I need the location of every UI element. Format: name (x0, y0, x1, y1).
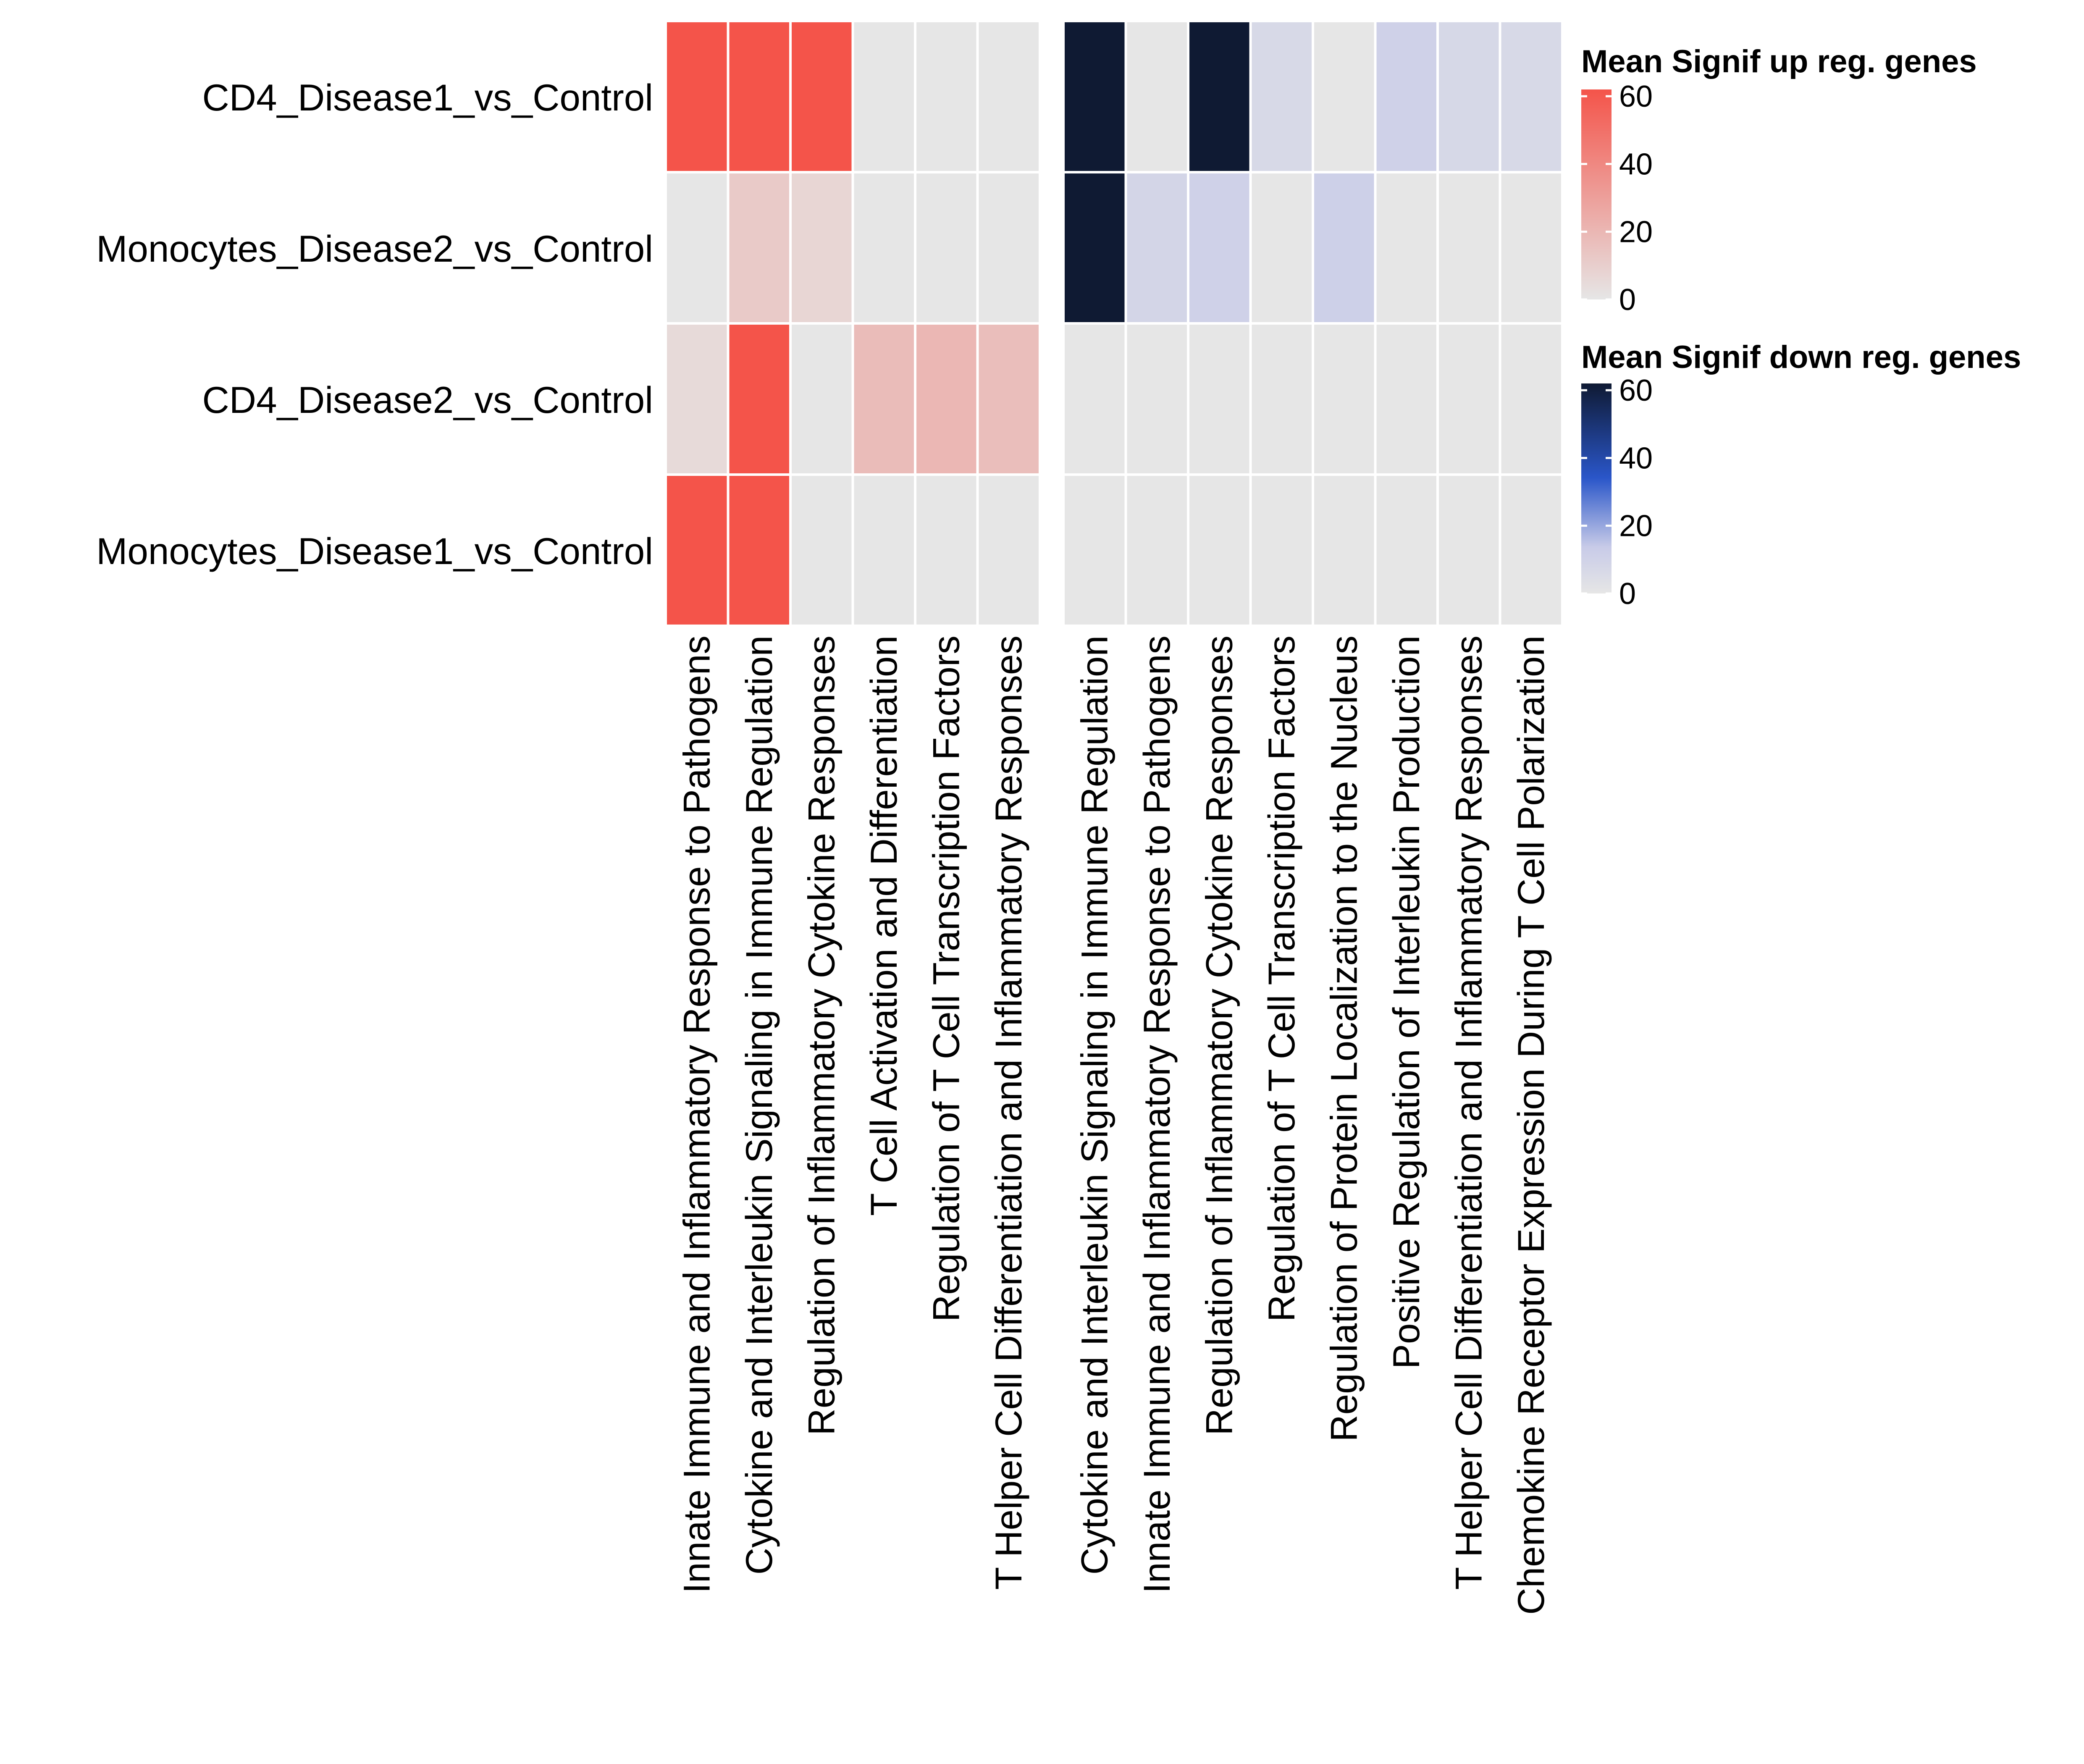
row-label: Monocytes_Disease2_vs_Control (96, 228, 653, 270)
heatmap-cell (851, 171, 916, 325)
heatmap-cell (1436, 20, 1501, 173)
heatmap-cell (1124, 20, 1189, 173)
heatmap-cell (1124, 473, 1189, 627)
heatmap-cell (1249, 473, 1314, 627)
legend-colorbar (1581, 89, 1612, 299)
column-label: Regulation of T Cell Transcription Facto… (925, 635, 967, 1322)
heatmap-cell (1436, 171, 1501, 325)
heatmap-cell (1124, 322, 1189, 476)
heatmap-cell (1062, 473, 1127, 627)
heatmap-cell (789, 473, 854, 627)
column-label: Regulation of Protein Localization to th… (1323, 635, 1365, 1442)
heatmap-cell (789, 171, 854, 325)
heatmap-cell (1374, 20, 1439, 173)
heatmap-cell (1374, 473, 1439, 627)
heatmap-cell (664, 171, 730, 325)
legend-ticks: 60 40 20 0 (1581, 374, 1653, 611)
heatmap-cell (1499, 473, 1564, 627)
heatmap-cell (976, 20, 1041, 173)
legend-tick-label: 40 (1619, 147, 1653, 181)
legend-down-regulated: Mean Signif down reg. genes 60 40 20 0 (1581, 339, 2021, 611)
heatmap-cell (664, 473, 730, 627)
column-label: Chemokine Receptor Expression During T C… (1510, 635, 1552, 1615)
row-label: CD4_Disease2_vs_Control (202, 379, 653, 421)
heatmap-cell (1124, 171, 1189, 325)
legend-title: Mean Signif down reg. genes (1581, 339, 2021, 375)
heatmap-cell (1312, 322, 1377, 476)
heatmap-cell (1187, 322, 1252, 476)
down-column-labels: Cytokine and Interleukin Signaling in Im… (1073, 635, 1552, 1615)
heatmap-cell (914, 20, 979, 173)
column-label: Cytokine and Interleukin Signaling in Im… (738, 635, 780, 1575)
heatmap-cell (789, 322, 854, 476)
heatmap-cell (727, 20, 792, 173)
heatmap-cell (851, 473, 916, 627)
heatmap-cell (1249, 20, 1314, 173)
heatmap-cell (1312, 473, 1377, 627)
column-label: Innate Immune and Inflammatory Response … (1136, 635, 1178, 1593)
heatmap-cell (1062, 322, 1127, 476)
heatmap-cell (976, 322, 1041, 476)
column-label: T Cell Activation and Differentiation (863, 635, 905, 1216)
column-label: T Helper Cell Differentiation and Inflam… (987, 635, 1029, 1590)
legend-tick-label: 60 (1619, 80, 1653, 113)
column-label: Regulation of Inflammatory Cytokine Resp… (1198, 635, 1240, 1436)
heatmap-cell (1499, 171, 1564, 325)
heatmap-cell (1187, 20, 1252, 173)
heatmap-cell (851, 322, 916, 476)
column-label: Cytokine and Interleukin Signaling in Im… (1073, 635, 1115, 1575)
heatmap-cell (851, 20, 916, 173)
column-label: T Helper Cell Differentiation and Inflam… (1447, 635, 1489, 1590)
up-regulated-panel (664, 20, 1041, 627)
legend-title: Mean Signif up reg. genes (1581, 44, 1977, 79)
heatmap-cell (1499, 322, 1564, 476)
legend-tick-label: 40 (1619, 441, 1653, 475)
heatmap-cell (1312, 171, 1377, 325)
column-label: Innate Immune and Inflammatory Response … (675, 635, 717, 1593)
column-label: Regulation of Inflammatory Cytokine Resp… (800, 635, 842, 1436)
legend-tick-label: 20 (1619, 509, 1653, 543)
heatmap-cell (1436, 322, 1501, 476)
column-label: Regulation of T Cell Transcription Facto… (1260, 635, 1302, 1322)
legend-tick-label: 20 (1619, 215, 1653, 249)
heatmap-cell (976, 473, 1041, 627)
legend-tick-label: 60 (1619, 374, 1653, 407)
heatmap-cell (727, 171, 792, 325)
legend-tick-label: 0 (1619, 283, 1636, 317)
row-labels: CD4_Disease1_vs_Control Monocytes_Diseas… (96, 76, 653, 572)
heatmap-cell (1436, 473, 1501, 627)
heatmap-cell (1499, 20, 1564, 173)
heatmap-cell (914, 322, 979, 476)
heatmap-cell (664, 20, 730, 173)
row-label: CD4_Disease1_vs_Control (202, 76, 653, 118)
legend-ticks: 60 40 20 0 (1581, 80, 1653, 317)
heatmap-cell (1249, 322, 1314, 476)
heatmap-cell (789, 20, 854, 173)
row-label: Monocytes_Disease1_vs_Control (96, 530, 653, 572)
up-column-labels: Innate Immune and Inflammatory Response … (675, 635, 1029, 1593)
heatmap-cell (1312, 20, 1377, 173)
heatmap-cell (1374, 322, 1439, 476)
legend-colorbar (1581, 383, 1612, 593)
legend-tick-label: 0 (1619, 577, 1636, 611)
column-label: Positive Regulation of Interleukin Produ… (1385, 635, 1427, 1369)
heatmap-cell (1374, 171, 1439, 325)
heatmap-cell (1062, 171, 1127, 325)
heatmap-cell (1249, 171, 1314, 325)
heatmap-cell (1187, 473, 1252, 627)
heatmap-cell (664, 322, 730, 476)
heatmap-cell (914, 171, 979, 325)
heatmap-cell (976, 171, 1041, 325)
heatmap-cell (914, 473, 979, 627)
heatmap-cell (727, 322, 792, 476)
heatmap-cell (727, 473, 792, 627)
heatmap-cell (1187, 171, 1252, 325)
heatmap-cell (1062, 20, 1127, 173)
down-regulated-panel (1062, 20, 1564, 627)
legend-up-regulated: Mean Signif up reg. genes 60 40 20 0 (1581, 44, 1977, 317)
